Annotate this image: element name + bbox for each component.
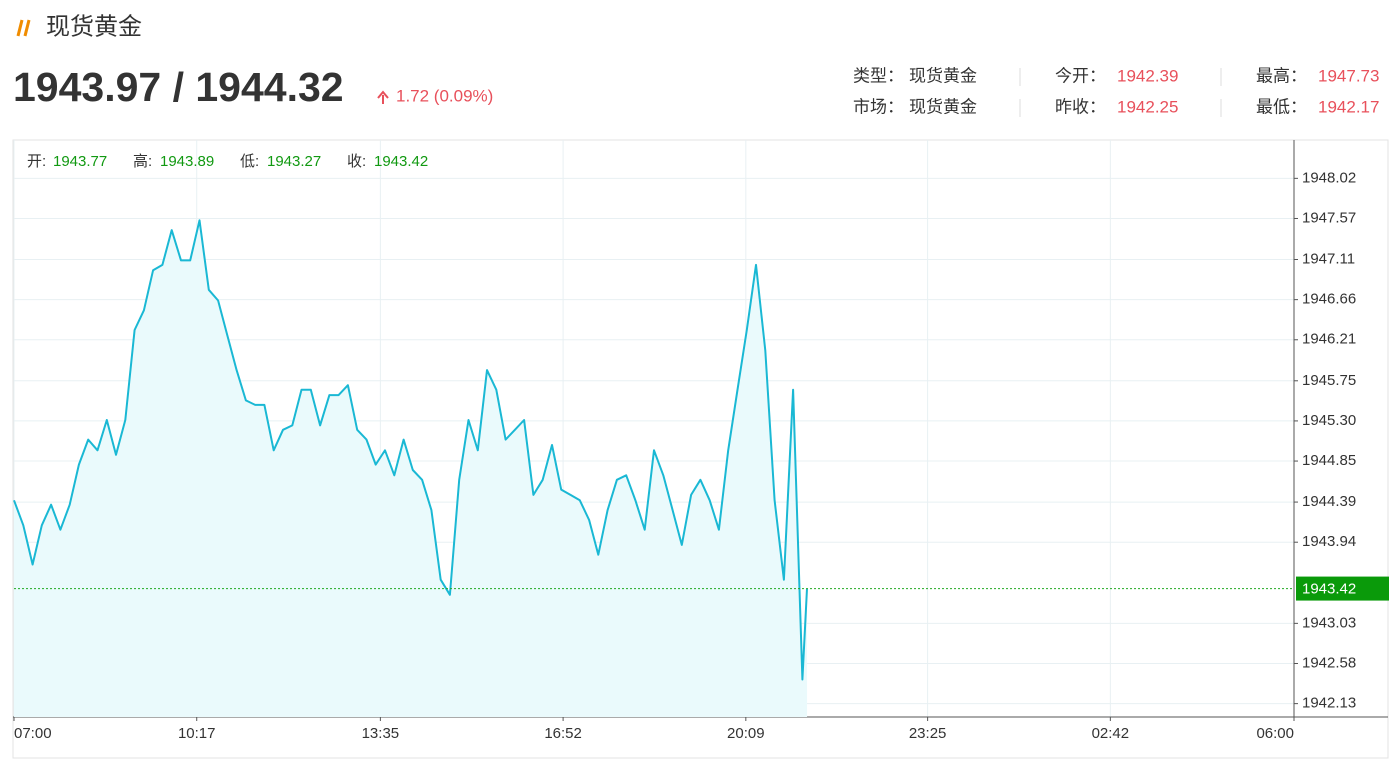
area xyxy=(14,220,808,718)
title: 现货黄金 xyxy=(46,13,142,40)
y-tick-label: 1947.57 xyxy=(1302,209,1356,226)
info-label: 最高： xyxy=(1256,66,1307,85)
x-tick-label: 13:35 xyxy=(362,725,400,742)
ohlc-value: 1943.77 xyxy=(53,153,107,170)
y-tick-label: 1944.39 xyxy=(1302,493,1356,510)
ohlc-label: 低: xyxy=(240,153,259,170)
info-label: 最低： xyxy=(1256,97,1307,116)
y-tick-label: 1943.94 xyxy=(1302,533,1356,550)
y-tick-label: 1948.02 xyxy=(1302,169,1356,186)
ohlc-label: 高: xyxy=(133,153,152,170)
info-value: 现货黄金 xyxy=(909,66,977,85)
x-tick-label: 10:17 xyxy=(178,725,216,742)
ohlc-value: 1943.42 xyxy=(374,153,428,170)
x-tick-label: 06:00 xyxy=(1256,725,1294,742)
ohlc-value: 1943.89 xyxy=(160,153,214,170)
logo xyxy=(16,19,31,37)
y-tick-label: 1946.21 xyxy=(1302,331,1356,348)
change: 1.72 (0.09%) xyxy=(396,86,493,105)
x-tick-label: 07:00 xyxy=(14,725,52,742)
x-tick-label: 02:42 xyxy=(1092,725,1130,742)
y-tick-label: 1947.11 xyxy=(1302,250,1355,267)
info-label: 市场： xyxy=(853,97,904,116)
up-arrow xyxy=(377,90,389,104)
info-label: 今开： xyxy=(1055,66,1106,85)
last-price-label: 1943.42 xyxy=(1302,581,1356,598)
ohlc-label: 收: xyxy=(347,153,366,170)
y-tick-label: 1945.75 xyxy=(1302,372,1356,389)
info-value: 1942.39 xyxy=(1117,66,1178,85)
y-tick-label: 1942.58 xyxy=(1302,654,1356,671)
info-label: 昨收： xyxy=(1055,97,1106,116)
x-tick-label: 20:09 xyxy=(727,725,765,742)
info-label: 类型： xyxy=(853,66,904,85)
info-separators xyxy=(1019,68,1222,117)
price: 1943.97 / 1944.32 xyxy=(13,64,344,110)
last-price-tag xyxy=(1296,576,1389,601)
info-value: 1947.73 xyxy=(1318,66,1379,85)
y-tick-label: 1944.85 xyxy=(1302,452,1356,469)
info-value: 1942.17 xyxy=(1318,97,1379,116)
x-tick-label: 23:25 xyxy=(909,725,947,742)
line xyxy=(13,219,808,681)
y-tick-label: 1942.13 xyxy=(1302,695,1356,712)
info-value: 现货黄金 xyxy=(909,97,977,116)
y-tick-label: 1946.66 xyxy=(1302,291,1356,308)
info-value: 1942.25 xyxy=(1117,97,1178,116)
ohlc-value: 1943.27 xyxy=(267,153,321,170)
y-tick-label: 1943.03 xyxy=(1302,614,1356,631)
x-tick-label: 16:52 xyxy=(544,725,582,742)
chart-frame xyxy=(12,139,1389,759)
ohlc-label: 开: xyxy=(27,153,46,170)
y-tick-label: 1945.30 xyxy=(1302,412,1356,429)
